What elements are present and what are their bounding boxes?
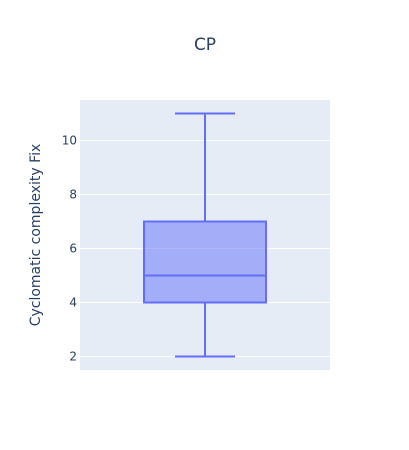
y-tick-label-2: 2 bbox=[69, 350, 77, 364]
y-axis-label: Cyclomatic complexity Fix bbox=[28, 144, 44, 327]
y-tick-label-6: 6 bbox=[69, 242, 77, 256]
y-tick-labels: 2 4 6 8 10 bbox=[62, 134, 77, 364]
y-tick-label-10: 10 bbox=[62, 134, 77, 148]
box-series bbox=[143, 112, 267, 358]
y-tick-label-4: 4 bbox=[69, 296, 77, 310]
chart-title: CP bbox=[194, 35, 216, 55]
y-tick-label-8: 8 bbox=[69, 188, 77, 202]
iqr-box bbox=[143, 220, 267, 304]
